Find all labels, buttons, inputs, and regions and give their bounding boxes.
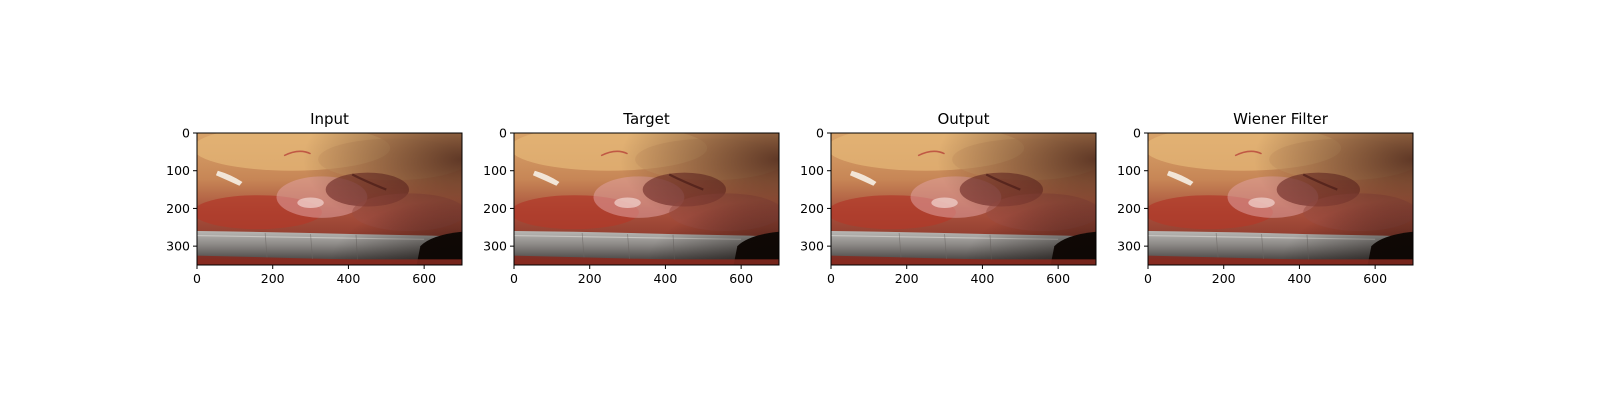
y-tick-label: 200 [166,201,190,216]
panel-image [514,133,779,265]
x-tick-label: 600 [729,271,753,286]
panel-title: Output [937,110,989,128]
y-tick-label: 100 [166,163,190,178]
x-tick-label: 400 [970,271,994,286]
y-tick-label: 200 [483,201,507,216]
y-tick-label: 0 [499,126,507,141]
panel-title: Wiener Filter [1233,110,1329,128]
y-tick-label: 100 [1117,163,1141,178]
x-tick-label: 0 [193,271,201,286]
y-tick-label: 300 [483,239,507,254]
x-tick-label: 0 [827,271,835,286]
x-tick-label: 600 [412,271,436,286]
panel-title: Target [622,110,670,128]
x-tick-label: 200 [578,271,602,286]
x-tick-label: 0 [1144,271,1152,286]
axes-frame [1147,132,1414,266]
panel-target: Target 0 200 400 600 0 100 200 300 [483,110,780,286]
panel-image [831,133,1096,265]
y-tick-label: 0 [182,126,190,141]
x-tick-label: 200 [895,271,919,286]
axes-frame [513,132,780,266]
y-tick-label: 100 [800,163,824,178]
x-tick-label: 200 [1212,271,1236,286]
x-tick-label: 400 [653,271,677,286]
panel-input: Input 0 200 400 600 0 100 200 300 [166,110,463,286]
x-tick-label: 400 [336,271,360,286]
x-tick-label: 600 [1046,271,1070,286]
y-tick-label: 0 [1133,126,1141,141]
axes-frame [196,132,463,266]
y-tick-label: 100 [483,163,507,178]
y-tick-label: 300 [1117,239,1141,254]
y-tick-label: 200 [800,201,824,216]
panel-image [197,133,462,265]
x-tick-label: 0 [510,271,518,286]
axes-frame [830,132,1097,266]
y-tick-label: 300 [800,239,824,254]
y-tick-label: 200 [1117,201,1141,216]
y-tick-label: 0 [816,126,824,141]
panel-output: Output 0 200 400 600 0 100 200 300 [800,110,1097,286]
y-tick-label: 300 [166,239,190,254]
x-tick-label: 400 [1287,271,1311,286]
panel-wiener-filter: Wiener Filter 0 200 400 600 0 100 200 300 [1117,110,1414,286]
panel-image [1148,133,1413,265]
panel-title: Input [310,110,349,128]
x-tick-label: 600 [1363,271,1387,286]
x-tick-label: 200 [261,271,285,286]
